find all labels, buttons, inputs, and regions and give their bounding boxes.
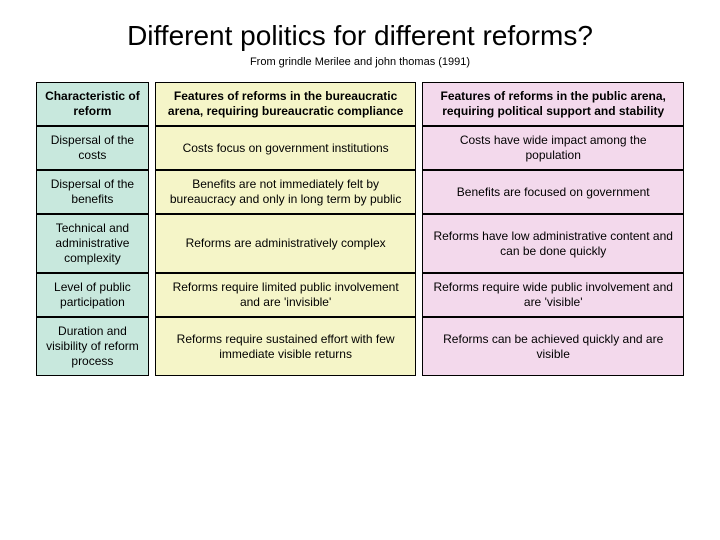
table-row: Level of public participation Reforms re…	[36, 273, 684, 317]
cell-bureaucratic: Costs focus on government institutions	[155, 126, 417, 170]
cell-characteristic: Duration and visibility of reform proces…	[36, 317, 149, 376]
cell-public: Reforms have low administrative content …	[422, 214, 684, 273]
cell-bureaucratic: Reforms require sustained effort with fe…	[155, 317, 417, 376]
table-row: Dispersal of the costs Costs focus on go…	[36, 126, 684, 170]
page-subtitle: From grindle Merilee and john thomas (19…	[30, 56, 690, 68]
cell-public: Reforms require wide public involvement …	[422, 273, 684, 317]
table-row: Duration and visibility of reform proces…	[36, 317, 684, 376]
cell-public: Reforms can be achieved quickly and are …	[422, 317, 684, 376]
cell-characteristic: Technical and administrative complexity	[36, 214, 149, 273]
header-public: Features of reforms in the public arena,…	[422, 82, 684, 126]
reform-table: Characteristic of reform Features of ref…	[30, 82, 690, 376]
header-bureaucratic: Features of reforms in the bureaucratic …	[155, 82, 417, 126]
cell-bureaucratic: Reforms are administratively complex	[155, 214, 417, 273]
page-title: Different politics for different reforms…	[30, 20, 690, 52]
cell-public: Costs have wide impact among the populat…	[422, 126, 684, 170]
cell-public: Benefits are focused on government	[422, 170, 684, 214]
table-row: Technical and administrative complexity …	[36, 214, 684, 273]
header-characteristic: Characteristic of reform	[36, 82, 149, 126]
cell-characteristic: Dispersal of the benefits	[36, 170, 149, 214]
cell-characteristic: Dispersal of the costs	[36, 126, 149, 170]
cell-characteristic: Level of public participation	[36, 273, 149, 317]
cell-bureaucratic: Benefits are not immediately felt by bur…	[155, 170, 417, 214]
table-header-row: Characteristic of reform Features of ref…	[36, 82, 684, 126]
table-row: Dispersal of the benefits Benefits are n…	[36, 170, 684, 214]
cell-bureaucratic: Reforms require limited public involveme…	[155, 273, 417, 317]
